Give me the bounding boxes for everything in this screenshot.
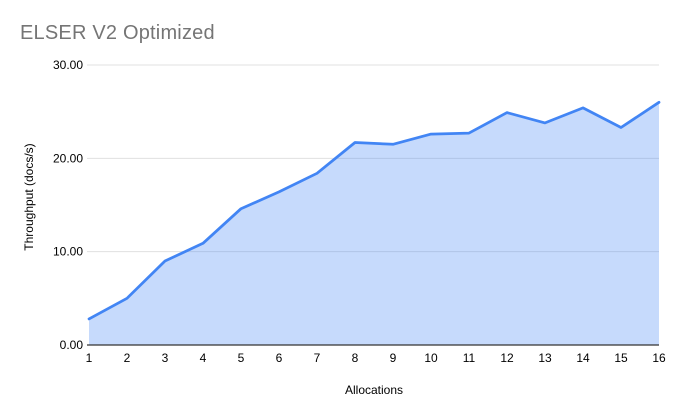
x-tick-label: 15	[614, 351, 628, 365]
y-tick-label: 0.00	[60, 338, 84, 352]
x-tick-label: 9	[390, 351, 397, 365]
series-line	[87, 100, 661, 321]
y-tick-label: 30.00	[53, 58, 83, 72]
x-tick-label: 2	[124, 351, 131, 365]
x-tick-label: 16	[652, 351, 666, 365]
y-tick-label: 20.00	[53, 151, 83, 165]
x-tick-label: 11	[463, 351, 476, 365]
x-tick-label: 10	[424, 351, 438, 365]
x-tick-label: 6	[276, 351, 283, 365]
x-tick-label: 14	[576, 351, 590, 365]
x-tick-label: 13	[538, 351, 552, 365]
x-tick-label: 4	[200, 351, 207, 365]
x-tick-label: 8	[352, 351, 359, 365]
y-tick-label: 10.00	[53, 245, 83, 259]
x-axis-title: Allocations	[344, 383, 404, 397]
x-tick-label: 1	[86, 351, 93, 365]
chart-title: ELSER V2 Optimized	[20, 22, 215, 44]
x-tick-label: 5	[238, 351, 245, 365]
area-fill	[89, 102, 659, 345]
x-tick-label: 7	[314, 351, 321, 365]
x-tick-label: 12	[500, 351, 514, 365]
x-tick-label: 3	[162, 351, 169, 365]
